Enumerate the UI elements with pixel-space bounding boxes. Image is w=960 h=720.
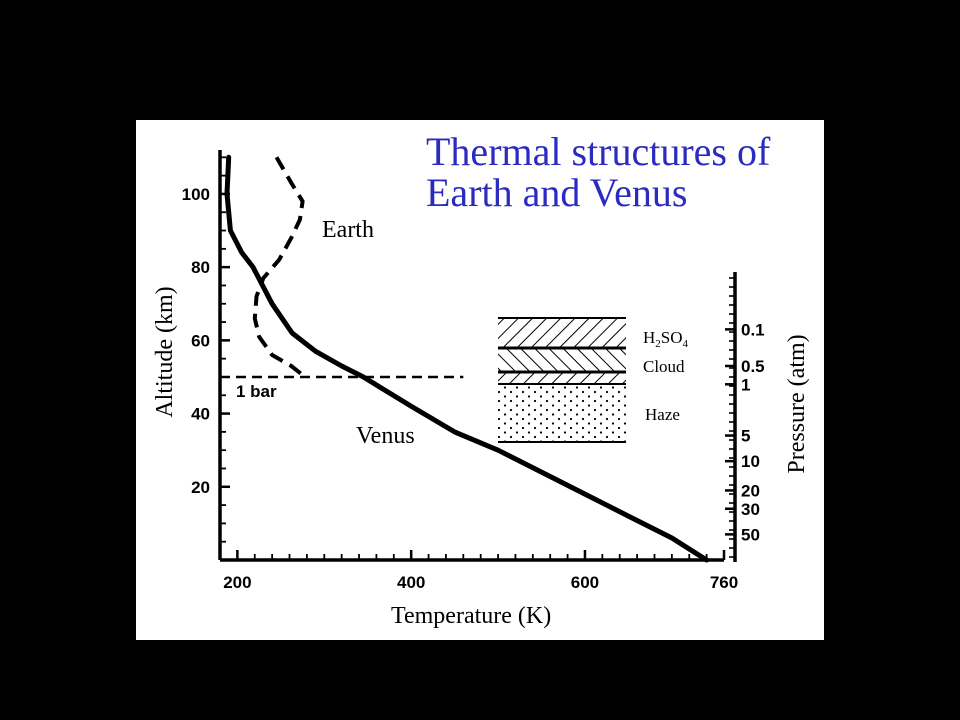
- y-tick-label: 60: [191, 331, 210, 350]
- haze-label: Haze: [645, 405, 680, 424]
- chart-title-line-1: Thermal structures of: [426, 129, 771, 174]
- pressure-tick-label: 50: [741, 525, 760, 544]
- x-tick-label: 200: [223, 573, 251, 592]
- cloud-layer-upper: [498, 318, 626, 348]
- pressure-tick-label: 10: [741, 452, 760, 471]
- one-bar-label: 1 bar: [236, 382, 277, 401]
- x-tick-label: 600: [571, 573, 599, 592]
- haze-layer: [498, 384, 626, 442]
- venus-temperature-curve: [224, 154, 710, 563]
- y-tick-label: 80: [191, 258, 210, 277]
- y-axis-label: Altitude (km): [152, 286, 178, 417]
- pressure-tick-label: 0.1: [741, 320, 765, 339]
- pressure-tick-label: 1: [741, 375, 750, 394]
- cloud-layer-lower: [498, 372, 626, 384]
- y-tick-label: 20: [191, 478, 210, 497]
- pressure-tick-label: 20: [741, 481, 760, 500]
- y-tick-label: 40: [191, 405, 210, 424]
- x-axis-ticks: 200 400 600 760: [223, 550, 738, 592]
- figure-panel: [136, 120, 824, 640]
- y-axis-ticks: 20 40 60 80 100: [182, 156, 230, 543]
- cloud-formula-label: H2SO4: [643, 328, 689, 350]
- y-tick-label: 100: [182, 185, 210, 204]
- thermal-structure-chart: Thermal structures of Earth and Venus 20…: [152, 129, 810, 629]
- pressure-tick-label: 0.5: [741, 357, 765, 376]
- venus-label: Venus: [356, 423, 415, 449]
- pressure-tick-label: 5: [741, 427, 750, 446]
- x-tick-label: 760: [710, 573, 738, 592]
- cloud-layer-middle: [498, 348, 626, 372]
- cloud-label: Cloud: [643, 357, 685, 376]
- earth-temperature-curve: [252, 156, 307, 379]
- pressure-tick-label: 30: [741, 500, 760, 519]
- earth-label: Earth: [322, 217, 374, 243]
- y2-axis-label: Pressure (atm): [784, 334, 810, 473]
- cloud-layer-stack: [498, 317, 626, 443]
- chart-title-line-2: Earth and Venus: [426, 170, 687, 215]
- x-tick-label: 400: [397, 573, 425, 592]
- x-axis-label: Temperature (K): [391, 603, 551, 629]
